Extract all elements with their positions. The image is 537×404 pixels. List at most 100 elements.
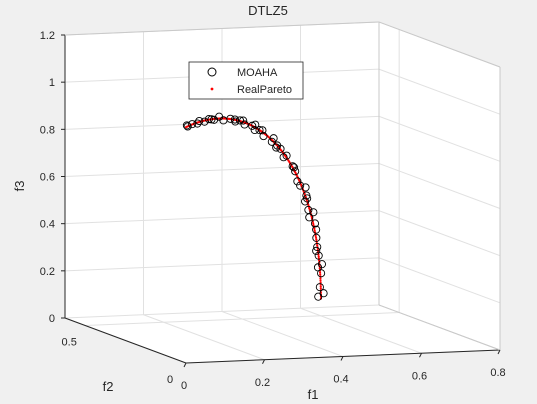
x-tick bbox=[497, 349, 501, 355]
x-tick bbox=[419, 353, 422, 358]
grid-line-z-side bbox=[378, 115, 501, 162]
grid-line-z-side bbox=[378, 68, 501, 115]
moaha-point bbox=[188, 120, 197, 129]
moaha-point bbox=[182, 121, 191, 130]
moaha-point bbox=[200, 117, 209, 126]
realpareto-point bbox=[312, 222, 315, 225]
z-tick-label: 1.2 bbox=[40, 30, 55, 42]
x-tick bbox=[183, 362, 187, 368]
moaha-point bbox=[312, 225, 321, 234]
moaha-point bbox=[258, 126, 267, 135]
moaha-point bbox=[273, 141, 282, 150]
legend-label-realpareto: RealPareto bbox=[237, 84, 292, 96]
moaha-point bbox=[210, 115, 219, 124]
grid-line-z-back bbox=[64, 304, 380, 319]
grid-line-z-back bbox=[64, 210, 380, 225]
legend-marker-moaha bbox=[207, 67, 217, 77]
x-axis-label: f1 bbox=[308, 387, 319, 402]
grid-line-z-back bbox=[64, 115, 380, 130]
realpareto-point bbox=[319, 285, 322, 288]
realpareto-point bbox=[312, 224, 315, 227]
grid-line-z-side bbox=[378, 257, 501, 304]
moaha-point bbox=[239, 116, 248, 125]
moaha-point bbox=[289, 163, 299, 172]
x-tick-label: 0.6 bbox=[412, 370, 427, 382]
realpareto-point bbox=[317, 255, 320, 258]
z-axis-label: f3 bbox=[12, 181, 27, 192]
moaha-point bbox=[255, 126, 264, 135]
moaha-point bbox=[259, 132, 268, 141]
moaha-point bbox=[272, 143, 281, 152]
chart-title: DTLZ5 bbox=[248, 3, 288, 18]
z-tick-label: 0.8 bbox=[40, 124, 55, 136]
moaha-point bbox=[248, 121, 257, 130]
realpareto-point bbox=[314, 236, 318, 239]
realpareto-point bbox=[313, 229, 316, 232]
moaha-point bbox=[235, 116, 245, 125]
moaha-point bbox=[304, 205, 313, 214]
moaha-point bbox=[314, 251, 323, 260]
z-tick-label: 0.6 bbox=[40, 172, 55, 184]
x-tick-label: 0.4 bbox=[333, 374, 348, 386]
grid-line-z-back bbox=[64, 163, 380, 177]
legend: MOAHA RealPareto bbox=[188, 61, 304, 100]
moaha-point bbox=[267, 137, 276, 146]
moaha-point bbox=[301, 183, 310, 192]
z-tick-label: 1 bbox=[49, 77, 55, 89]
z-tick-label: 0.4 bbox=[40, 219, 55, 231]
moaha-point bbox=[250, 125, 259, 135]
realpareto-point bbox=[319, 281, 322, 284]
grid-line-z-back bbox=[64, 257, 380, 272]
frame-edge bbox=[378, 21, 501, 68]
moaha-point bbox=[240, 120, 249, 129]
moaha-point bbox=[319, 289, 328, 298]
legend-marker-realpareto bbox=[210, 87, 214, 91]
realpareto-point bbox=[319, 277, 322, 280]
moaha-point bbox=[183, 122, 192, 131]
moaha-point bbox=[312, 233, 321, 242]
x-tick-label: 0.8 bbox=[490, 367, 505, 379]
x-tick-label: 0 bbox=[181, 380, 187, 392]
z-tick-label: 0 bbox=[49, 313, 55, 325]
data-marks bbox=[182, 112, 328, 301]
moaha-point bbox=[302, 191, 311, 200]
realpareto-point bbox=[319, 287, 322, 290]
y-tick-label: 0 bbox=[167, 374, 173, 386]
realpareto-point bbox=[315, 238, 318, 241]
realpareto-point bbox=[316, 244, 319, 247]
grid-line-y-floor bbox=[85, 312, 400, 326]
moaha-point bbox=[309, 208, 318, 217]
y-axis-label: f2 bbox=[103, 379, 114, 394]
moaha-point bbox=[312, 246, 321, 255]
realpareto-point bbox=[319, 273, 322, 276]
z-tick-label: 0.2 bbox=[40, 266, 55, 278]
realpareto-point bbox=[316, 247, 319, 251]
x-tick bbox=[340, 356, 344, 361]
realpareto-point bbox=[184, 126, 188, 129]
frame-edge bbox=[64, 21, 380, 36]
y-axis-line bbox=[64, 317, 187, 364]
moaha-point bbox=[230, 115, 239, 124]
y-tick-label: 0.5 bbox=[62, 337, 77, 349]
realpareto-point bbox=[314, 234, 317, 238]
x-tick-label: 0.2 bbox=[255, 377, 270, 389]
moaha-point bbox=[315, 283, 324, 292]
legend-label-moaha: MOAHA bbox=[237, 67, 278, 79]
tick-labels: 0 0.2 0.4 0.6 0.8 0 0.5 0 0.2 0.4 0.6 0.8 1 1.2 bbox=[40, 30, 506, 392]
moaha-point bbox=[301, 197, 310, 206]
moaha-point bbox=[293, 177, 302, 186]
moaha-point bbox=[313, 242, 322, 252]
grid-line-z-side bbox=[378, 210, 501, 257]
realpareto-point bbox=[319, 279, 322, 282]
moaha-point bbox=[310, 219, 320, 228]
moaha-point bbox=[219, 116, 228, 125]
moaha-point bbox=[288, 162, 297, 171]
moaha-point bbox=[291, 167, 300, 176]
moaha-point bbox=[207, 115, 216, 124]
legend-box bbox=[188, 61, 304, 100]
moaha-point bbox=[282, 151, 291, 160]
x-tick bbox=[262, 359, 265, 364]
realpareto-point bbox=[318, 271, 322, 274]
moaha-point bbox=[204, 115, 213, 124]
